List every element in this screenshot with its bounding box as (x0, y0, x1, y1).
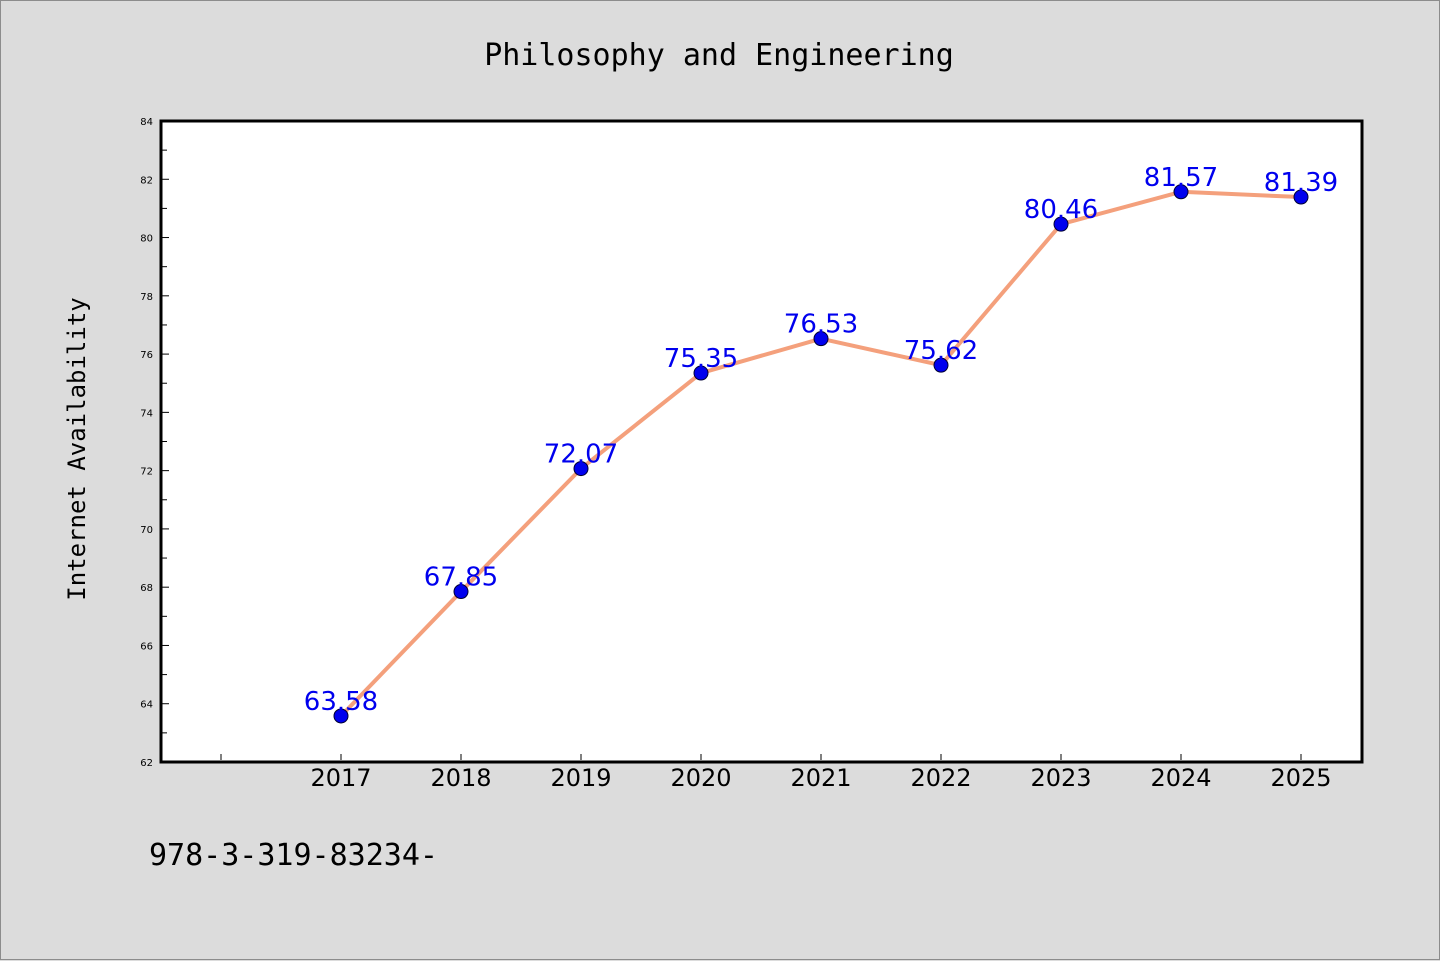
x-tick-label: 2017 (310, 764, 371, 792)
data-label: 81.57 (1144, 163, 1218, 193)
y-axis-label: Internet Availability (63, 297, 91, 600)
x-tick-label: 2020 (670, 764, 731, 792)
x-tick-label: 2025 (1270, 764, 1331, 792)
data-label: 76.53 (784, 310, 858, 340)
y-tick-label: 62 (140, 758, 153, 769)
data-point (453, 584, 469, 600)
y-tick-label: 72 (140, 467, 153, 478)
plot-area (159, 119, 1364, 764)
x-tick-label: 2024 (1150, 764, 1211, 792)
y-tick-label: 78 (140, 292, 153, 303)
data-label: 75.62 (904, 336, 978, 366)
x-axis-ticks: 2017 2018 2019 2020 2021 2022 2023 2024 2025 (220, 754, 1332, 792)
data-point (1293, 189, 1309, 205)
y-tick-label: 84 (140, 117, 153, 128)
isbn-annotation: 978-3-319-83234- (149, 838, 438, 873)
y-tick-label: 80 (140, 234, 153, 245)
y-tick-label: 76 (140, 350, 153, 361)
data-point (813, 331, 829, 347)
data-label: 72.07 (544, 440, 618, 470)
x-tick-label: 2019 (550, 764, 611, 792)
y-tick-label: 70 (140, 525, 153, 536)
data-markers (333, 184, 1309, 724)
data-point (333, 708, 349, 724)
chart-title: Philosophy and Engineering (484, 38, 954, 73)
data-point (1173, 184, 1189, 200)
x-tick-label: 2018 (430, 764, 491, 792)
data-labels: 63.58 67.85 72.07 75.35 76.53 75.62 80.46 81.57… (304, 163, 1338, 717)
y-tick-label: 68 (140, 583, 153, 594)
y-tick-label: 82 (140, 175, 153, 186)
data-label: 63.58 (304, 687, 378, 717)
y-tick-label: 74 (140, 408, 153, 419)
data-point (573, 461, 589, 477)
data-label: 81.39 (1264, 168, 1338, 198)
x-tick-label: 2022 (910, 764, 971, 792)
y-tick-label: 66 (140, 641, 153, 652)
data-label: 75.35 (664, 344, 738, 374)
y-tick-label: 64 (140, 700, 153, 711)
data-label: 67.85 (424, 563, 498, 593)
data-label: 80.46 (1024, 195, 1098, 225)
x-tick-label: 2023 (1030, 764, 1091, 792)
y-axis-ticks: 62 64 66 68 70 72 74 76 78 80 82 84 (140, 117, 169, 769)
data-point (693, 365, 709, 381)
data-point (933, 357, 949, 373)
x-tick-label: 2021 (790, 764, 851, 792)
data-point (1053, 216, 1069, 232)
